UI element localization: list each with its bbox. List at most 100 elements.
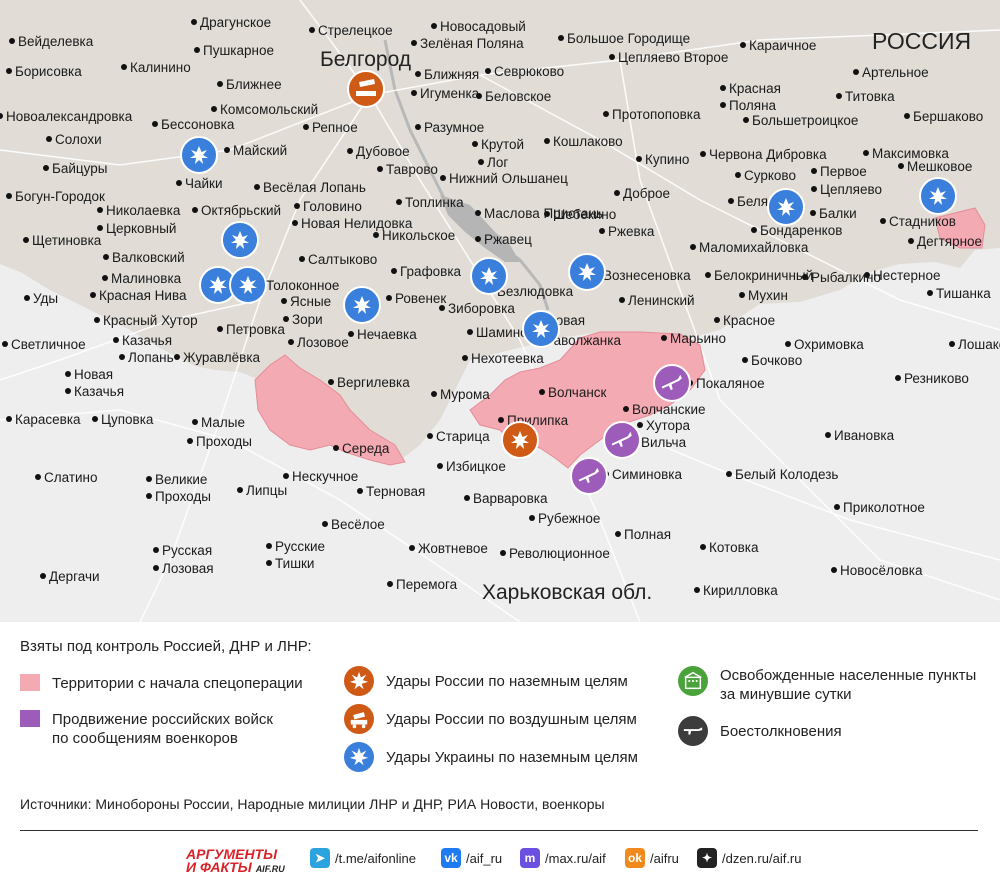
max-link[interactable]: m /max.ru/aif bbox=[520, 848, 606, 868]
ok-link[interactable]: ok /aifru bbox=[625, 848, 679, 868]
town-marker: Красный Хутор bbox=[94, 313, 198, 328]
legend-advance-label: Продвижение российских войск по сообщени… bbox=[52, 711, 273, 747]
town-label: Щетиновка bbox=[32, 233, 102, 248]
town-dot bbox=[472, 141, 478, 147]
town-label: Красная Нива bbox=[99, 288, 187, 303]
town-marker: Мешковое bbox=[898, 159, 972, 174]
telegram-link[interactable]: ➤ /t.me/aifonline bbox=[310, 848, 416, 868]
town-label: Пушкарное bbox=[203, 43, 274, 58]
town-marker: Середа bbox=[333, 441, 390, 456]
missile-launcher-icon bbox=[356, 79, 376, 96]
town-dot bbox=[478, 159, 484, 165]
town-dot bbox=[411, 90, 417, 96]
town-label: Зелёная Поляна bbox=[420, 36, 524, 51]
town-label: Красный Хутор bbox=[103, 313, 198, 328]
town-label: Новосадовый bbox=[440, 19, 526, 34]
town-dot bbox=[146, 476, 152, 482]
town-label: Бочково bbox=[751, 353, 802, 368]
town-dot bbox=[121, 64, 127, 70]
rifle-icon bbox=[578, 467, 599, 484]
town-labels: Драгунское Стрелецкое Новосадовый Вейделевк… bbox=[0, 15, 1000, 598]
town-label: Середа bbox=[342, 441, 390, 456]
town-marker: Кошлаково bbox=[544, 134, 623, 149]
town-dot bbox=[237, 487, 243, 493]
town-marker: Ближняя bbox=[415, 67, 479, 82]
town-label: Беловское bbox=[485, 89, 551, 104]
town-dot bbox=[735, 172, 741, 178]
town-marker: Новая Нелидовка bbox=[292, 216, 413, 231]
town-dot bbox=[9, 38, 15, 44]
town-label: Весёлое bbox=[331, 517, 385, 532]
dzen-link[interactable]: ✦ /dzen.ru/aif.ru bbox=[697, 848, 802, 868]
town-marker: Кирилловка bbox=[694, 583, 778, 598]
town-marker: Игуменка bbox=[411, 86, 480, 101]
town-dot bbox=[217, 81, 223, 87]
town-marker: Малиновка bbox=[102, 271, 182, 286]
dzen-label: /dzen.ru/aif.ru bbox=[722, 850, 802, 866]
town-label: Лопань bbox=[128, 350, 174, 365]
town-marker: Новая bbox=[65, 367, 113, 382]
explosion-icon bbox=[777, 198, 795, 216]
vk-link[interactable]: vk /aif_ru bbox=[441, 848, 502, 868]
town-label: Уды bbox=[33, 291, 58, 306]
town-marker: Малые bbox=[192, 415, 245, 430]
town-label: Протопоповка bbox=[612, 107, 701, 122]
town-label: Караичное bbox=[749, 38, 816, 53]
ukraine-strike-marker bbox=[568, 253, 606, 291]
town-dot bbox=[146, 493, 152, 499]
town-marker: Мухин bbox=[739, 288, 788, 303]
legend: Взяты под контроль Россией, ДНР и ЛНР: Т… bbox=[0, 622, 1000, 875]
town-dot bbox=[464, 495, 470, 501]
town-label: Нечаевка bbox=[357, 327, 417, 342]
town-label: Липцы bbox=[246, 483, 287, 498]
town-dot bbox=[694, 587, 700, 593]
explosion-icon bbox=[929, 187, 947, 205]
town-dot bbox=[333, 445, 339, 451]
town-marker: Драгунское bbox=[191, 15, 271, 30]
town-label: Графовка bbox=[400, 264, 462, 279]
town-marker: Максимовка bbox=[863, 146, 949, 161]
explosion-icon bbox=[209, 276, 227, 294]
town-dot bbox=[192, 419, 198, 425]
town-marker: Красное bbox=[714, 313, 775, 328]
town-label: Репное bbox=[312, 120, 358, 135]
explosion-icon bbox=[578, 263, 596, 281]
divider bbox=[20, 830, 978, 831]
town-dot bbox=[176, 180, 182, 186]
town-marker: Артельное bbox=[853, 65, 929, 80]
town-marker: Новосадовый bbox=[431, 19, 526, 34]
aif-logo[interactable]: АРГУМЕНТЫ И ФАКТЫ AIF.RU bbox=[186, 847, 285, 876]
town-label: Кирилловка bbox=[703, 583, 778, 598]
town-dot bbox=[415, 71, 421, 77]
town-marker: Покаляное bbox=[687, 376, 765, 391]
town-label: Нескучное bbox=[292, 469, 358, 484]
town-label: Лошаково bbox=[958, 337, 1000, 352]
town-marker: Севрюково bbox=[485, 64, 564, 79]
town-marker: Солохи bbox=[46, 132, 102, 147]
legend-clashes-label: Боестолкновения bbox=[720, 723, 842, 740]
town-label: Головино bbox=[303, 199, 362, 214]
town-label: Тишанка bbox=[936, 286, 991, 301]
town-marker: Котовка bbox=[700, 540, 759, 555]
telegram-label: /t.me/aifonline bbox=[335, 850, 416, 866]
town-marker: Новосёловка bbox=[831, 563, 923, 578]
town-label: Зори bbox=[292, 312, 323, 327]
town-marker: Лозовое bbox=[288, 335, 349, 350]
town-dot bbox=[834, 504, 840, 510]
rifle-icon bbox=[661, 374, 682, 391]
town-marker: Липцы bbox=[237, 483, 287, 498]
town-marker: Крутой bbox=[472, 137, 524, 152]
town-label: Безлюдовка bbox=[497, 284, 574, 299]
town-marker: Русские bbox=[266, 539, 325, 554]
town-marker: Перемога bbox=[387, 577, 458, 592]
ukraine-strike-marker bbox=[522, 310, 560, 348]
explosion-icon bbox=[344, 666, 374, 696]
town-label: Петровка bbox=[226, 322, 285, 337]
town-label: Зиборовка bbox=[448, 301, 515, 316]
town-label: Купино bbox=[645, 152, 689, 167]
town-dot bbox=[609, 54, 615, 60]
town-label: Цуповка bbox=[101, 412, 154, 427]
town-marker: Ленинский bbox=[619, 293, 695, 308]
town-marker: Дубовое bbox=[347, 144, 410, 159]
town-marker: Зиборовка bbox=[439, 301, 515, 316]
